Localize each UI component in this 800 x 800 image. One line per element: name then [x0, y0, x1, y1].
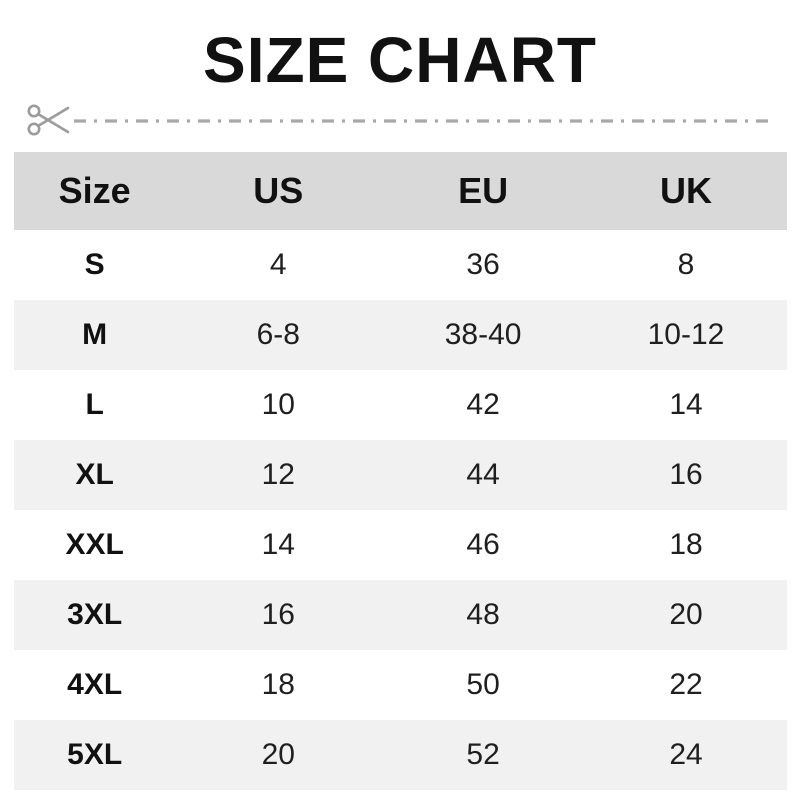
table-row-m: M 6-8 38-40 10-12 — [13, 300, 787, 370]
us-cell: 6-8 — [256, 318, 300, 351]
table-header-row: Size US EU UK — [13, 152, 787, 230]
table-row-5xl: 5XL 20 52 24 — [13, 720, 787, 790]
eu-cell: 38-40 — [444, 318, 522, 351]
us-cell: 4 — [269, 248, 287, 281]
size-chart-page: SIZE CHART Size US EU UK S 4 36 — [0, 28, 800, 800]
uk-cell: 16 — [669, 458, 703, 491]
size-cell: 3XL — [67, 598, 123, 631]
uk-cell: 22 — [669, 668, 703, 701]
eu-cell: 46 — [466, 528, 500, 561]
column-header-eu: EU — [458, 170, 509, 211]
uk-cell: 18 — [669, 528, 703, 561]
column-header-uk: UK — [660, 170, 712, 211]
uk-cell: 20 — [669, 598, 703, 631]
size-cell: XXL — [65, 528, 124, 561]
eu-cell: 36 — [466, 248, 500, 281]
us-cell: 18 — [261, 668, 295, 701]
column-header-size: Size — [58, 170, 131, 211]
table-row-l: L 10 42 14 — [13, 370, 787, 440]
size-cell: 5XL — [67, 738, 123, 771]
size-cell: 4XL — [67, 668, 123, 701]
uk-cell: 8 — [677, 248, 695, 281]
size-cell: S — [84, 248, 105, 281]
scissors-icon — [26, 101, 72, 139]
eu-cell: 50 — [466, 668, 500, 701]
size-cell: L — [85, 388, 104, 421]
eu-cell: 44 — [466, 458, 500, 491]
cut-dash-line — [74, 111, 772, 129]
us-cell: 14 — [261, 528, 295, 561]
cut-here-line — [26, 100, 800, 140]
uk-cell: 10-12 — [647, 318, 725, 351]
size-cell: XL — [75, 458, 114, 491]
us-cell: 20 — [261, 738, 295, 771]
column-header-us: US — [253, 170, 304, 211]
eu-cell: 52 — [466, 738, 500, 771]
table-row-xxl: XXL 14 46 18 — [13, 510, 787, 580]
us-cell: 10 — [261, 388, 295, 421]
table-row-4xl: 4XL 18 50 22 — [13, 650, 787, 720]
table-row-xl: XL 12 44 16 — [13, 440, 787, 510]
eu-cell: 48 — [466, 598, 500, 631]
table-row-s: S 4 36 8 — [13, 230, 787, 300]
eu-cell: 42 — [466, 388, 500, 421]
us-cell: 16 — [261, 598, 295, 631]
size-table: Size US EU UK S 4 36 8 M 6-8 38-40 10-12… — [13, 152, 787, 790]
size-cell: M — [82, 318, 108, 351]
table-row-3xl: 3XL 16 48 20 — [13, 580, 787, 650]
uk-cell: 14 — [669, 388, 703, 421]
us-cell: 12 — [261, 458, 295, 491]
uk-cell: 24 — [669, 738, 703, 771]
page-title: SIZE CHART — [203, 24, 597, 96]
